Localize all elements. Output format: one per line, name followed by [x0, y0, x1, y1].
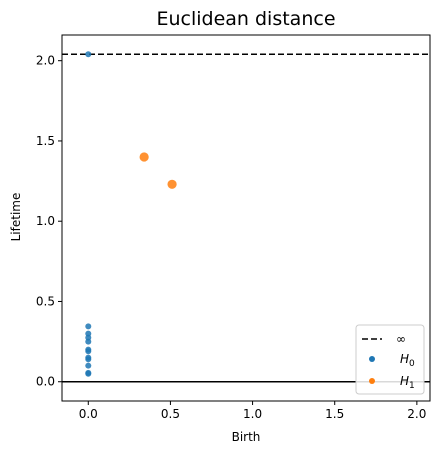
series-h1	[139, 152, 177, 189]
y-axis-label: Lifetime	[9, 193, 23, 242]
x-tick-label: 1.0	[243, 407, 262, 421]
data-point	[167, 179, 177, 189]
x-tick-label: 1.5	[325, 407, 344, 421]
legend-frame	[355, 324, 425, 395]
y-tick-label: 2.0	[36, 54, 55, 68]
data-point	[85, 51, 92, 58]
data-point	[85, 356, 92, 363]
x-axis-label: Birth	[232, 430, 261, 444]
legend-swatch-h1	[369, 378, 375, 384]
series-h0	[85, 51, 92, 377]
y-tick-label: 0.5	[36, 294, 55, 308]
data-point	[85, 338, 92, 345]
data-point	[85, 323, 92, 330]
x-tick-label: 0.5	[161, 407, 180, 421]
y-tick-label: 0.0	[36, 375, 55, 389]
plot-area: 0.0 0.5 1.0 1.5 2.0 0.0 0.5 1.0 1.5 2.0	[36, 34, 431, 421]
legend-swatch-h0	[369, 356, 375, 362]
data-point	[139, 152, 149, 162]
data-point	[85, 348, 92, 355]
chart-title: Euclidean distance	[156, 8, 335, 30]
x-tick-label: 2.0	[407, 407, 426, 421]
x-tick-label: 0.0	[79, 407, 98, 421]
legend-infinity-label: ∞	[396, 332, 406, 346]
y-tick-label: 1.0	[36, 214, 55, 228]
data-point	[85, 362, 92, 369]
y-tick-label: 1.5	[36, 134, 55, 148]
axes-frame	[61, 34, 431, 402]
data-point	[85, 370, 92, 377]
